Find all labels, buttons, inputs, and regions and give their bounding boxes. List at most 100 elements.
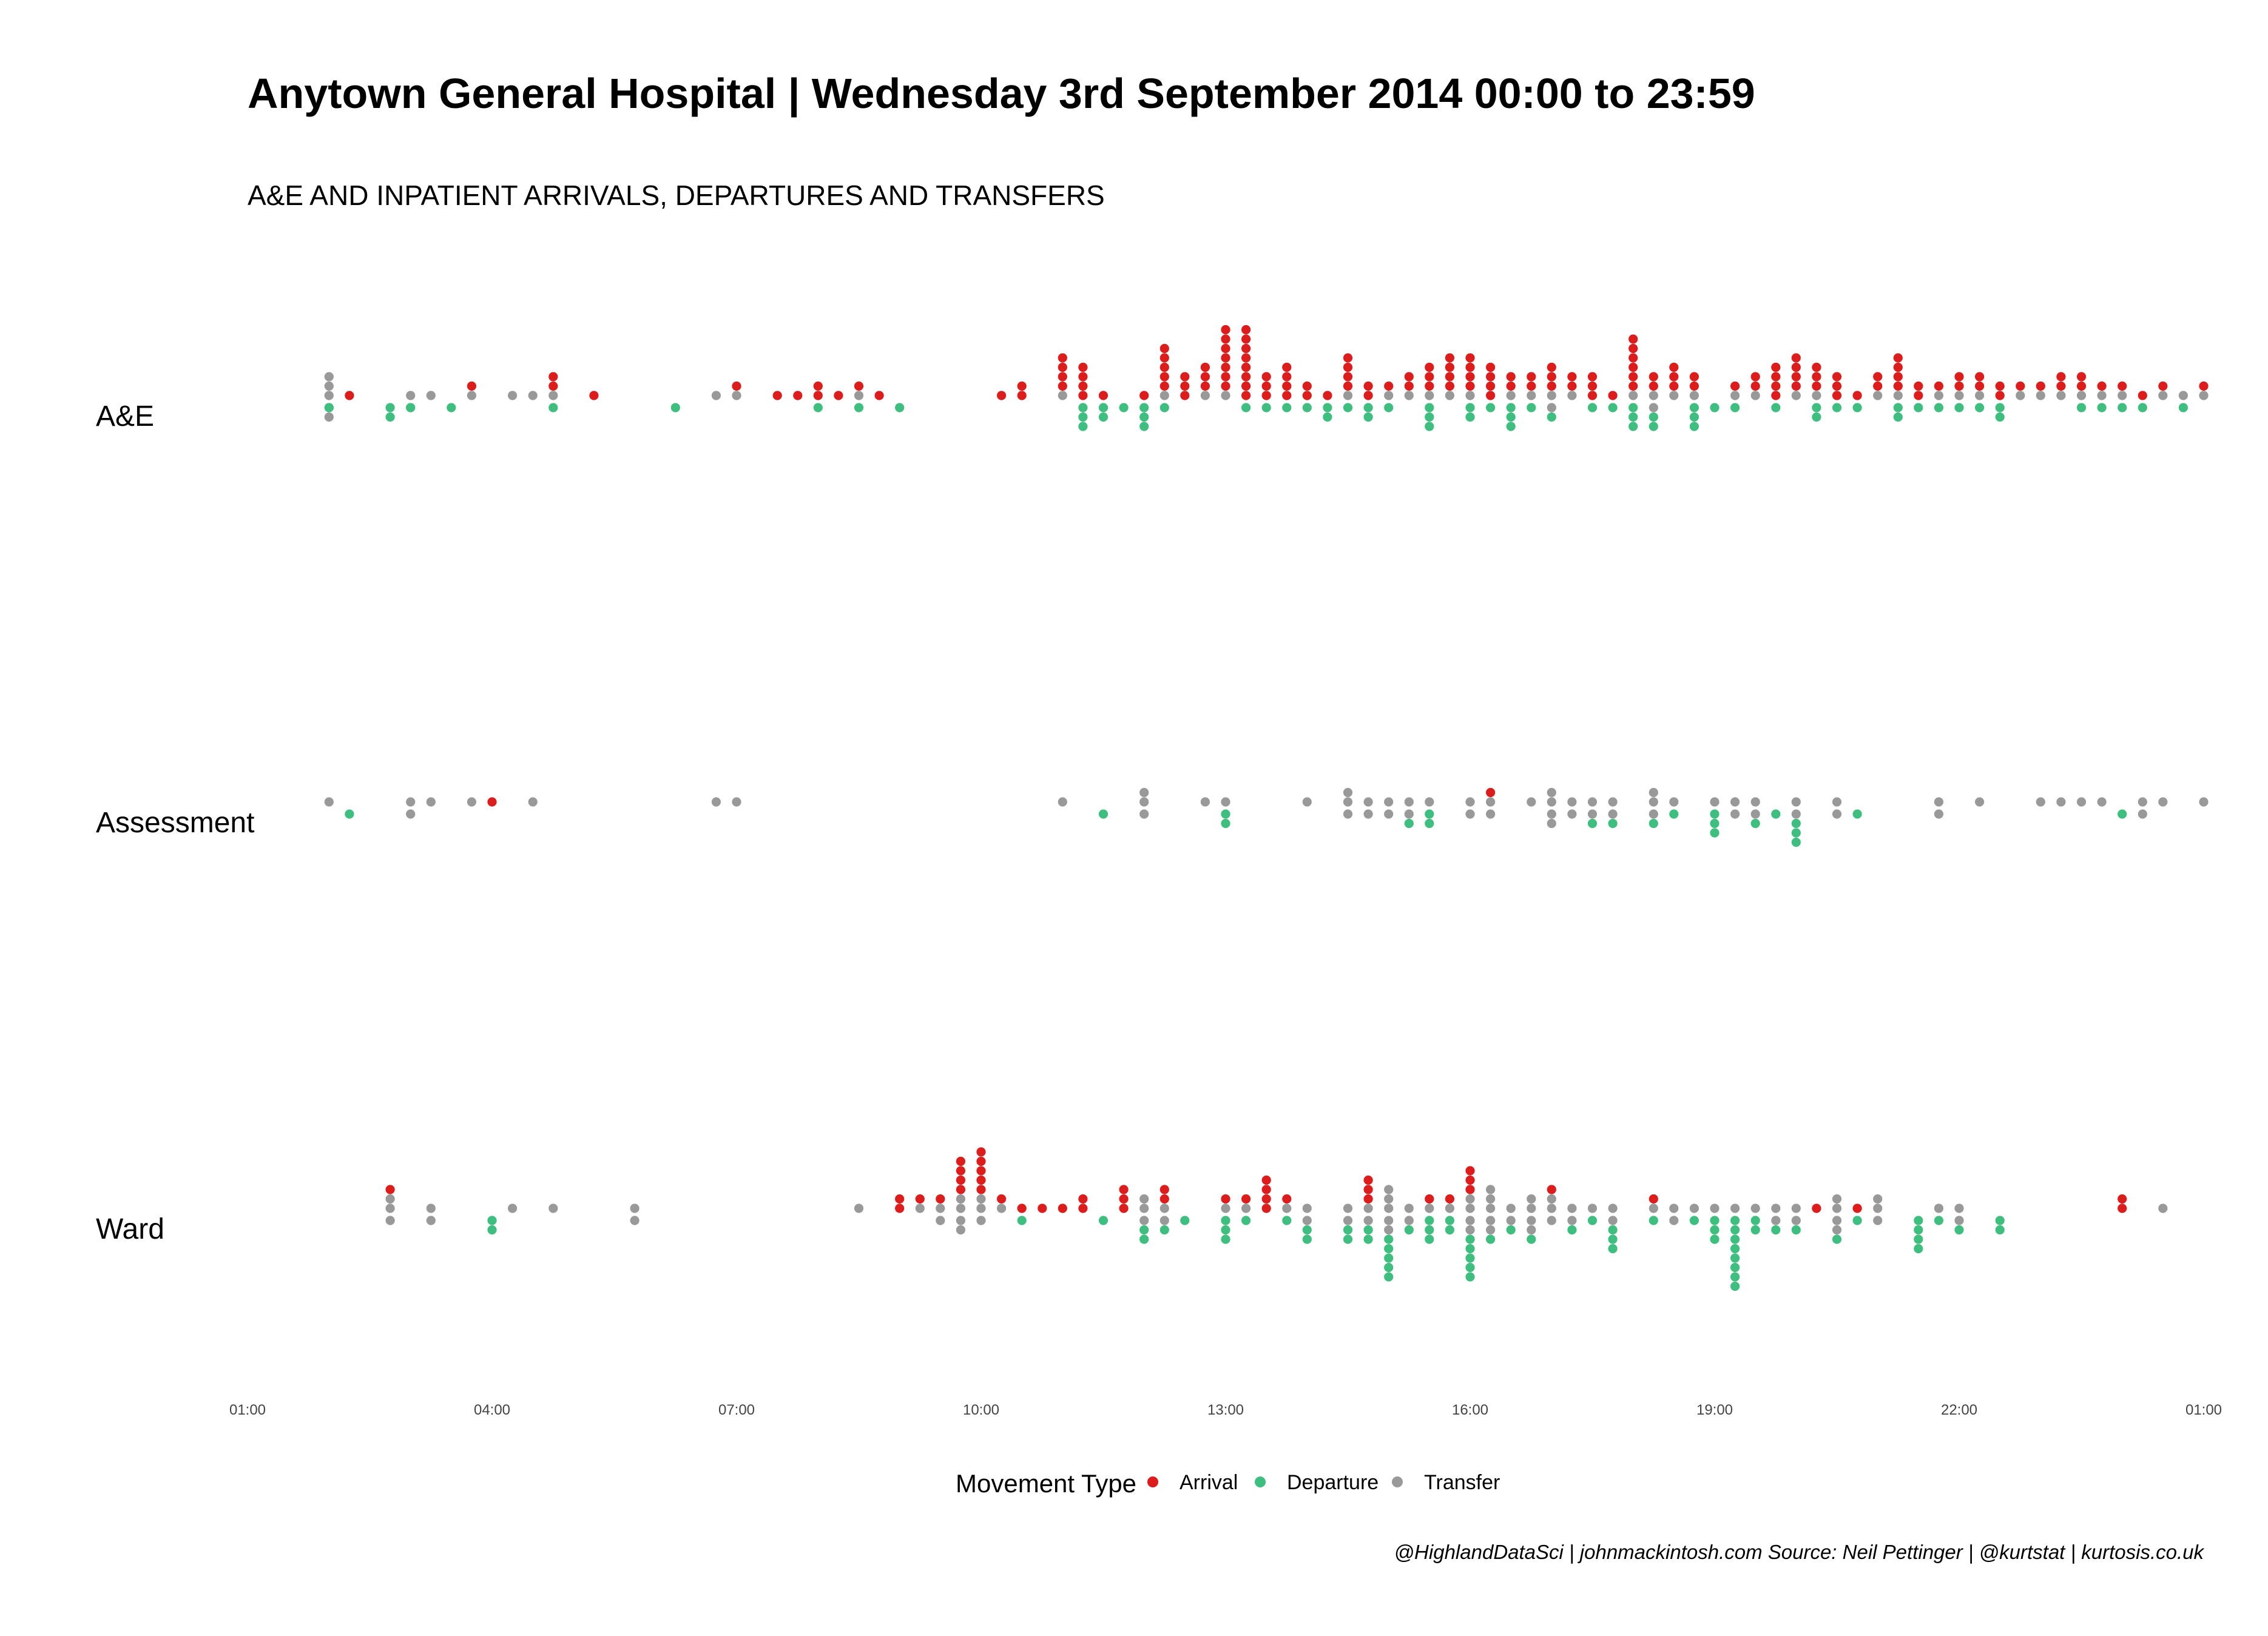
dot-ae-arrival: [1914, 391, 1923, 400]
dot-ward-transfer: [1486, 1216, 1496, 1225]
dot-assessment-departure: [1649, 818, 1658, 829]
dot-ward-arrival: [1465, 1185, 1475, 1194]
dot-ward-transfer: [1384, 1203, 1394, 1213]
dot-ward-arrival: [1078, 1203, 1088, 1213]
dot-ward-transfer: [956, 1194, 965, 1204]
dot-ae-arrival: [1425, 381, 1434, 391]
dot-ward-transfer: [1404, 1216, 1414, 1225]
dot-ae-arrival: [1975, 372, 1985, 382]
dot-ward-transfer: [1486, 1185, 1496, 1194]
dot-ae-departure: [385, 412, 395, 422]
dot-assessment-transfer: [1547, 787, 1556, 798]
x-tick-label: 01:00: [2185, 1402, 2222, 1418]
dot-ae-arrival: [1445, 381, 1454, 391]
dot-ae-arrival: [2158, 381, 2168, 391]
dot-ae-arrival: [1241, 362, 1251, 372]
dot-ae-arrival: [1893, 362, 1903, 372]
dot-ae-arrival: [1302, 381, 1312, 391]
dot-ward-transfer: [1771, 1203, 1781, 1213]
dot-ae-arrival: [1649, 381, 1658, 391]
dot-ward-transfer: [1139, 1203, 1149, 1213]
dot-ae-departure: [1506, 422, 1516, 431]
dot-ae-arrival: [1058, 353, 1067, 363]
row-labels: A&E Assessment Ward: [96, 400, 254, 1245]
dot-assessment-transfer: [1486, 797, 1496, 807]
dot-ae-departure: [1323, 403, 1332, 412]
dot-ae-arrival: [1180, 391, 1190, 400]
dot-ae-arrival: [1139, 391, 1149, 400]
dot-ae-departure: [1587, 403, 1598, 412]
dot-ward-departure: [1730, 1225, 1740, 1235]
x-tick-label: 01:00: [229, 1402, 266, 1418]
dot-ae-arrival: [1241, 391, 1251, 400]
dot-ward-arrival: [1649, 1194, 1658, 1204]
dot-assessment-transfer: [426, 797, 436, 807]
dot-ae-arrival: [548, 372, 558, 382]
dot-ae-departure: [1098, 412, 1109, 422]
dot-ward-transfer: [385, 1194, 395, 1204]
dot-ae-arrival: [1098, 391, 1109, 400]
dot-ward-transfer: [936, 1216, 945, 1225]
dot-ward-transfer: [936, 1203, 945, 1213]
dot-ae-arrival: [1771, 391, 1781, 400]
dot-ae-arrival: [1445, 353, 1454, 363]
dot-ae-transfer: [1954, 391, 1964, 400]
dot-ward-departure: [1954, 1225, 1964, 1235]
dot-ae-arrival: [2199, 381, 2209, 391]
dot-ae-departure: [385, 403, 395, 412]
dot-ae-transfer: [711, 391, 721, 400]
dot-ward-departure: [1017, 1216, 1027, 1225]
dot-assessment-transfer: [467, 797, 477, 807]
dot-ae-arrival: [1343, 381, 1353, 391]
dot-ae-arrival: [1567, 372, 1577, 382]
dot-assessment-transfer: [1139, 809, 1149, 819]
dot-assessment-transfer: [1465, 809, 1475, 819]
dot-ward-transfer: [1873, 1203, 1883, 1213]
dot-ward-departure: [1730, 1281, 1740, 1291]
dot-ae-departure: [1343, 403, 1353, 412]
dot-ae-arrival: [1873, 381, 1883, 391]
dot-ae-departure: [1975, 403, 1985, 412]
dot-ward-departure: [1302, 1234, 1312, 1244]
chart-subtitle: A&E AND INPATIENT ARRIVALS, DEPARTURES A…: [248, 180, 1105, 211]
dot-ae-departure: [447, 403, 456, 412]
dot-ward-arrival: [1547, 1185, 1556, 1194]
dot-ward-departure: [487, 1225, 497, 1235]
dot-ae-transfer: [2056, 391, 2066, 400]
dot-ae-departure: [1832, 403, 1842, 412]
dot-ae-transfer: [1730, 391, 1740, 400]
dot-ward-transfer: [1669, 1216, 1679, 1225]
dot-assessment-transfer: [1221, 797, 1230, 807]
dot-assessment-transfer: [1567, 797, 1577, 807]
dot-ward-transfer: [1241, 1203, 1251, 1213]
dot-ward-transfer: [915, 1203, 925, 1213]
dot-ward-departure: [1995, 1216, 2005, 1225]
dot-ward-arrival: [956, 1175, 965, 1185]
dot-ward-arrival: [956, 1166, 965, 1176]
dot-assessment-transfer: [1547, 797, 1556, 807]
dot-ae-arrival: [1180, 372, 1190, 382]
dot-assessment-transfer: [711, 797, 721, 807]
dot-layer: [324, 325, 2209, 1291]
dot-ae-arrival: [1791, 372, 1801, 382]
dot-ae-arrival: [1628, 334, 1638, 344]
dot-ward-transfer: [1465, 1216, 1475, 1225]
dot-ward-arrival: [976, 1166, 986, 1176]
dot-ae-arrival: [1486, 391, 1496, 400]
dot-ward-departure: [1241, 1216, 1251, 1225]
dot-ae-transfer: [1689, 391, 1699, 400]
dot-ae-arrival: [1261, 391, 1271, 400]
dot-ward-departure: [1221, 1225, 1230, 1235]
dot-assessment-transfer: [406, 809, 416, 819]
dot-ae-arrival: [1567, 381, 1577, 391]
dot-assessment-transfer: [2138, 809, 2147, 819]
dot-ae-departure: [324, 403, 334, 412]
dot-assessment-departure: [345, 809, 354, 819]
dot-ward-departure: [1730, 1272, 1740, 1282]
dot-assessment-departure: [1771, 809, 1781, 819]
dot-ward-transfer: [956, 1203, 965, 1213]
dot-ward-arrival: [1261, 1185, 1271, 1194]
dot-ae-arrival: [874, 391, 884, 400]
dot-ae-arrival: [1649, 372, 1658, 382]
dot-ae-arrival: [1547, 372, 1556, 382]
